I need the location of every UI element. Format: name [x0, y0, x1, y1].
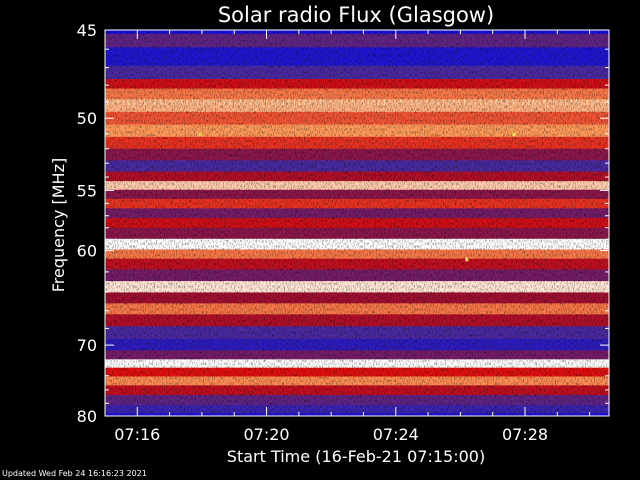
x-tick-label: 07:24 [373, 425, 419, 444]
x-tick-label: 07:28 [502, 425, 548, 444]
x-axis-label: Start Time (16-Feb-21 07:15:00) [227, 447, 485, 466]
y-tick-label: 50 [77, 109, 97, 128]
y-axis-label: Frequency [MHz] [49, 158, 68, 292]
y-tick-label: 55 [77, 181, 97, 200]
y-tick-label: 70 [77, 336, 97, 355]
y-tick-label: 45 [77, 21, 97, 40]
x-tick-label: 07:16 [114, 425, 160, 444]
y-tick-label: 80 [77, 407, 97, 426]
y-tick-label: 60 [77, 242, 97, 261]
chart-title: Solar radio Flux (Glasgow) [218, 3, 494, 27]
plot-frame [104, 29, 610, 417]
plot-area [105, 30, 609, 416]
x-tick-label: 07:20 [243, 425, 289, 444]
update-timestamp: Updated Wed Feb 24 16:16:23 2021 [2, 469, 147, 478]
noise-overlay [105, 30, 609, 416]
